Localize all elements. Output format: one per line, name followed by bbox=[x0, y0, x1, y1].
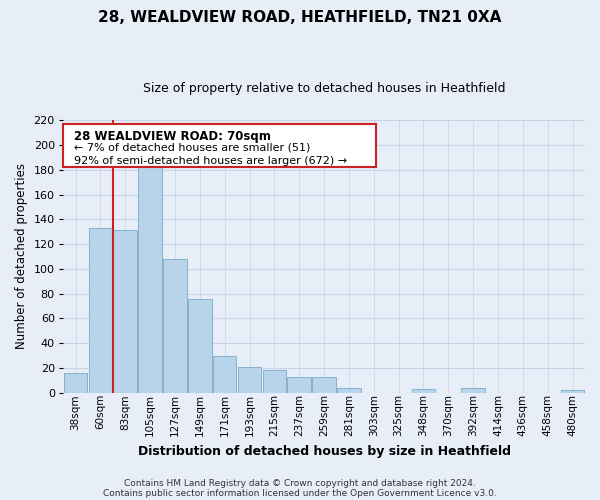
Bar bbox=[312, 376, 336, 392]
Text: 28 WEALDVIEW ROAD: 70sqm: 28 WEALDVIEW ROAD: 70sqm bbox=[74, 130, 271, 143]
Bar bbox=[412, 389, 435, 392]
Bar bbox=[139, 165, 162, 392]
Bar bbox=[337, 388, 361, 392]
Bar bbox=[561, 390, 584, 392]
Text: ← 7% of detached houses are smaller (51): ← 7% of detached houses are smaller (51) bbox=[74, 143, 310, 153]
Text: Contains public sector information licensed under the Open Government Licence v3: Contains public sector information licen… bbox=[103, 488, 497, 498]
Text: 28, WEALDVIEW ROAD, HEATHFIELD, TN21 0XA: 28, WEALDVIEW ROAD, HEATHFIELD, TN21 0XA bbox=[98, 10, 502, 25]
Text: Contains HM Land Registry data © Crown copyright and database right 2024.: Contains HM Land Registry data © Crown c… bbox=[124, 478, 476, 488]
Bar bbox=[287, 376, 311, 392]
Text: 92% of semi-detached houses are larger (672) →: 92% of semi-detached houses are larger (… bbox=[74, 156, 347, 166]
Bar bbox=[238, 366, 262, 392]
Bar bbox=[64, 373, 88, 392]
Bar bbox=[461, 388, 485, 392]
Bar bbox=[213, 356, 236, 393]
Title: Size of property relative to detached houses in Heathfield: Size of property relative to detached ho… bbox=[143, 82, 505, 96]
Bar bbox=[89, 228, 112, 392]
FancyBboxPatch shape bbox=[63, 124, 376, 166]
Bar bbox=[163, 259, 187, 392]
X-axis label: Distribution of detached houses by size in Heathfield: Distribution of detached houses by size … bbox=[137, 444, 511, 458]
Bar bbox=[113, 230, 137, 392]
Bar bbox=[188, 298, 212, 392]
Bar bbox=[263, 370, 286, 392]
Y-axis label: Number of detached properties: Number of detached properties bbox=[15, 164, 28, 350]
